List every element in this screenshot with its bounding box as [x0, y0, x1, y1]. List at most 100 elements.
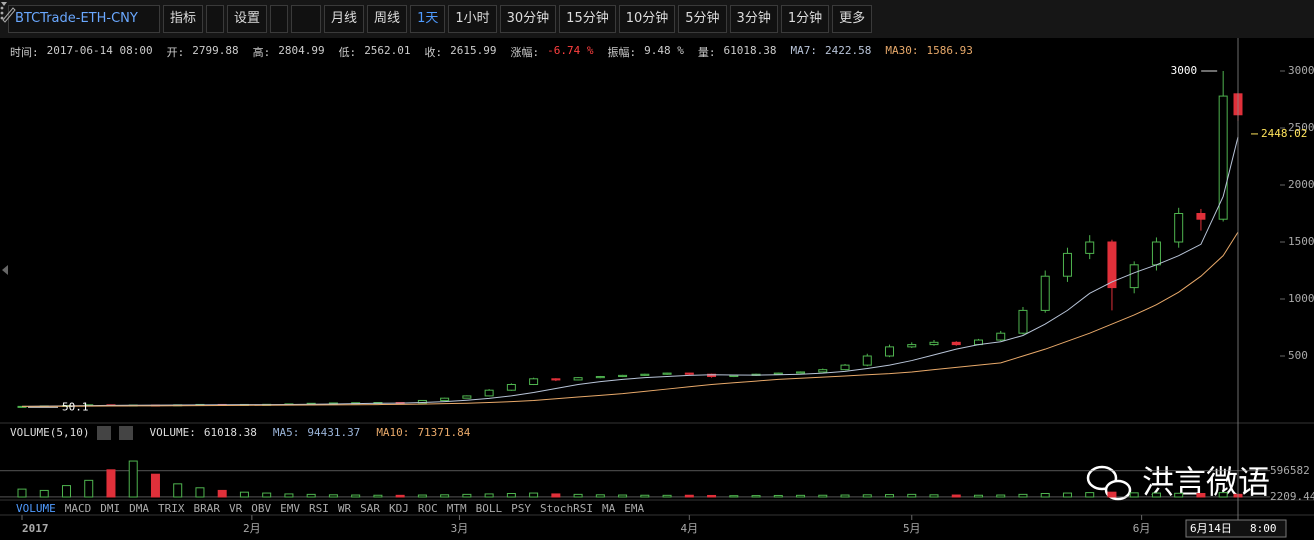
volume-bar	[862, 494, 872, 498]
indicator-tab[interactable]: VR	[229, 502, 243, 515]
volume-bar	[262, 492, 272, 498]
volume-bar	[1129, 492, 1139, 498]
volume-bar	[551, 493, 561, 498]
indicator-tab[interactable]: PSY	[511, 502, 531, 515]
info-label: 低:	[338, 46, 357, 59]
indicator-tab[interactable]: ROC	[417, 502, 438, 515]
candle-body	[773, 372, 783, 375]
indicator-tab[interactable]: EMV	[280, 502, 300, 515]
candle-body	[484, 389, 494, 397]
last-marker: 2448.02	[1261, 127, 1307, 140]
period-button[interactable]: 1分钟	[780, 5, 830, 33]
draw-tool[interactable]	[2, 5, 322, 33]
ma10-label: MA10:	[376, 426, 410, 439]
crosshair-label-box	[1185, 519, 1287, 538]
settings-button[interactable]: 设置	[227, 5, 268, 33]
x-tick-label: 3月	[451, 522, 469, 535]
indicator-tab[interactable]: StochRSI	[540, 502, 593, 515]
close-icon[interactable]	[119, 426, 134, 440]
volume-bar	[328, 494, 338, 498]
period-button[interactable]: 月线	[324, 5, 365, 33]
period-button[interactable]: 30分钟	[499, 5, 557, 33]
period-button[interactable]: 1小时	[448, 5, 497, 33]
indicator-tab[interactable]: EMA	[624, 502, 645, 515]
candle-body	[595, 376, 605, 379]
info-label: 收:	[424, 46, 443, 59]
menu-dots[interactable]	[0, 5, 225, 33]
volume-bar	[351, 494, 361, 498]
y-tick-label: 1000	[1288, 292, 1314, 305]
x-tick-label: 2月	[243, 522, 261, 535]
indicator-tab[interactable]: DMI	[100, 502, 121, 515]
indicator-tab[interactable]: MACD	[64, 502, 92, 515]
symbol-input[interactable]: BTCTrade-ETH-CNY	[8, 5, 160, 33]
info-value: 1586.93	[926, 44, 973, 57]
volume-bar	[885, 494, 895, 498]
volume-bar	[773, 494, 783, 498]
settings-icon[interactable]	[97, 426, 112, 440]
indicator-tab[interactable]: TRIX	[158, 502, 185, 515]
info-value: -6.74 %	[547, 44, 594, 57]
indicator-tab[interactable]: MTM	[446, 502, 467, 515]
dots	[0, 6, 4, 20]
volume-bar	[1107, 491, 1117, 498]
info-value: 2799.88	[192, 44, 239, 57]
period-button[interactable]: 1天	[410, 5, 446, 33]
period-button[interactable]: 10分钟	[618, 5, 676, 33]
indicator-tab[interactable]: MA	[601, 502, 616, 515]
candle-body	[618, 374, 628, 378]
x-tick-label: 4月	[681, 522, 699, 535]
candle-body	[1107, 241, 1117, 289]
indicator-tab[interactable]: OBV	[251, 502, 272, 515]
indicator-tab[interactable]: BRAR	[193, 502, 221, 515]
candle-body	[1062, 252, 1072, 277]
volume-bar	[1196, 492, 1206, 498]
volume-bar	[973, 494, 983, 498]
indicator-button[interactable]: 指标	[163, 5, 204, 33]
indicator-tab[interactable]: VOLUME	[16, 502, 56, 515]
candle-body	[573, 377, 583, 381]
volume-bar	[173, 483, 183, 498]
volume-bar	[729, 495, 739, 498]
candle-body	[1218, 95, 1228, 220]
indicator-tab[interactable]: KDJ	[389, 502, 409, 515]
period-button[interactable]: 15分钟	[559, 5, 616, 33]
indicator-tab[interactable]: SAR	[360, 502, 380, 515]
candle-body	[796, 371, 806, 374]
x-tick-label: 6月	[1133, 522, 1151, 535]
collapse-arrow[interactable]	[2, 265, 8, 275]
volume-bar	[150, 473, 160, 498]
info-value: 2562.01	[364, 44, 411, 57]
candle-body	[840, 364, 850, 371]
period-button[interactable]: 5分钟	[678, 5, 727, 33]
y-tick-label: 596582	[1270, 464, 1310, 477]
indicator-tab[interactable]: BOLL	[475, 502, 503, 515]
indicator-tab[interactable]: WR	[337, 502, 352, 515]
info-value: 9.48 %	[644, 44, 684, 57]
y-tick-label: 2000	[1288, 178, 1314, 191]
volume-bar	[417, 494, 427, 498]
info-value: 2615.99	[450, 44, 497, 57]
volume-bar	[84, 479, 94, 498]
menu-dots[interactable]	[0, 5, 289, 33]
volume-bar	[462, 493, 472, 498]
volume-bar	[61, 485, 71, 498]
info-label: 高:	[252, 46, 271, 59]
y-tick-label: 3000	[1288, 64, 1314, 77]
info-value: 2017-06-14 08:00	[46, 44, 153, 57]
indicator-tab[interactable]: DMA	[129, 502, 149, 515]
more-button[interactable]: 更多	[1, 2, 873, 33]
y-tick-label: 500	[1288, 349, 1308, 362]
volume-bar	[195, 487, 205, 498]
volume-bar	[217, 489, 227, 498]
y-tick-label: 2500	[1288, 121, 1314, 134]
candle-body	[506, 384, 516, 391]
volume-bar	[1174, 492, 1184, 498]
period-button[interactable]: 3分钟	[729, 5, 778, 33]
volume-bar	[751, 495, 761, 498]
info-label: MA30:	[885, 44, 919, 57]
period-button[interactable]: 周线	[367, 5, 408, 33]
indicator-tab[interactable]: RSI	[309, 502, 329, 515]
indicator-tabs: VOLUME MACD DMI DMA TRIX BRAR VR OBV EMV RSI WR SAR…	[16, 502, 644, 515]
